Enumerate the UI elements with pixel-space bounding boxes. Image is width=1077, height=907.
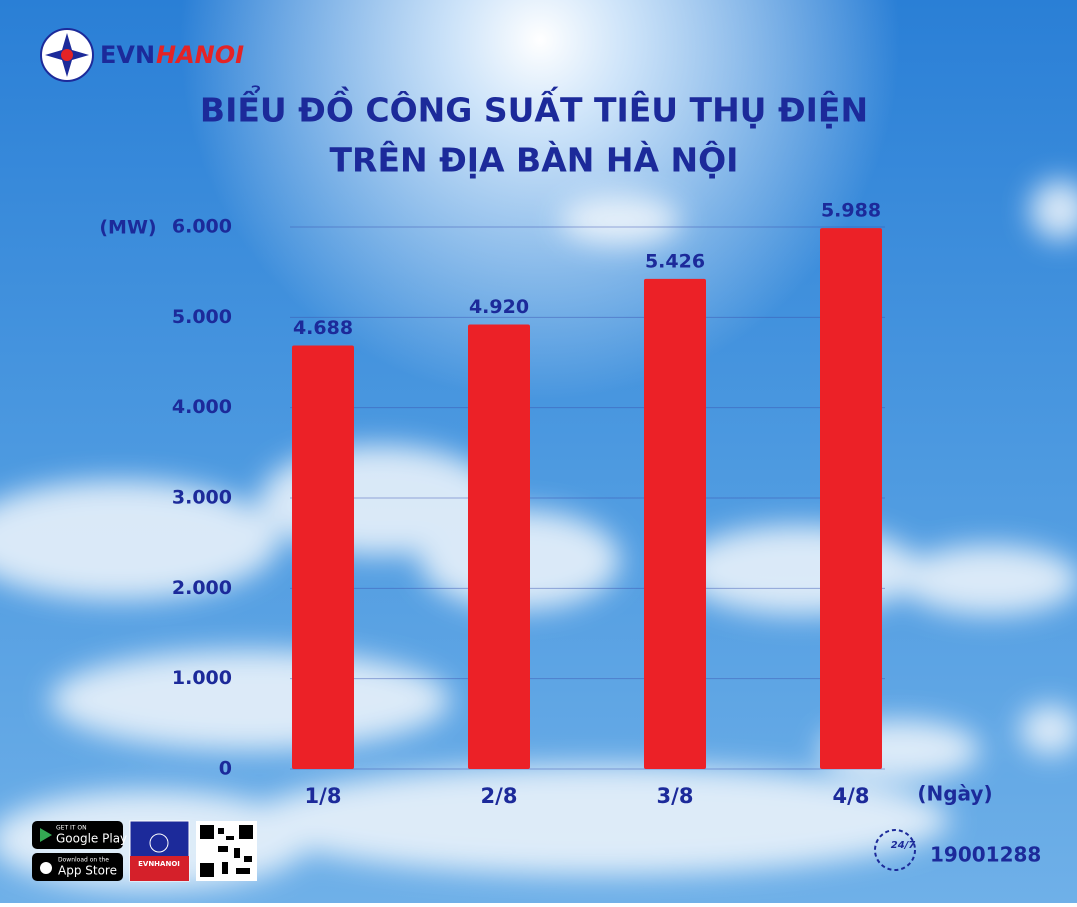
apple-small: Download on the xyxy=(58,857,109,864)
value-label: 4.688 xyxy=(293,317,353,339)
value-label: 5.426 xyxy=(645,250,705,272)
app-icon-band xyxy=(130,856,189,881)
y-tick-label: 2.000 xyxy=(172,577,232,599)
hotline: 19001288 xyxy=(930,843,1041,867)
x-tick-label: 3/8 xyxy=(657,784,694,808)
x-tick-label: 4/8 xyxy=(833,784,870,808)
app-store-badge[interactable] xyxy=(32,853,123,881)
value-label: 4.920 xyxy=(469,296,529,318)
google-text: Google Play xyxy=(56,832,127,846)
y-tick-label: 6.000 xyxy=(172,216,232,238)
logo-evn: EVN xyxy=(100,41,155,69)
chart-title: BIỂU ĐỒ CÔNG SUẤT TIÊU THỤ ĐIỆN xyxy=(200,85,868,130)
hotline-icon xyxy=(874,829,916,871)
y-tick-label: 0 xyxy=(219,758,232,780)
x-tick-label: 1/8 xyxy=(305,784,342,808)
y-tick-label: 4.000 xyxy=(172,396,232,418)
y-tick-label: 1.000 xyxy=(172,667,232,689)
x-axis-label: (Ngày) xyxy=(917,782,992,806)
qr-pattern xyxy=(200,825,253,877)
logo-hanoi: HANOI xyxy=(156,41,244,69)
x-tick-label: 2/8 xyxy=(481,784,518,808)
chart-title: TRÊN ĐỊA BÀN HÀ NỘI xyxy=(330,140,739,180)
value-label: 5.988 xyxy=(821,200,881,222)
hotline-badge: 24/7 xyxy=(891,840,916,851)
bar xyxy=(468,324,530,769)
y-axis-label: (MW) xyxy=(99,217,156,239)
bar xyxy=(820,228,882,770)
google-play-badge[interactable] xyxy=(32,821,123,849)
google-small: GET IT ON xyxy=(56,825,87,832)
bar xyxy=(292,345,354,769)
google-icon xyxy=(40,828,52,842)
y-tick-label: 3.000 xyxy=(172,487,232,509)
y-tick-label: 5.000 xyxy=(172,306,232,328)
app-icon-text: EVNHANOI xyxy=(138,860,180,868)
apple-text: App Store xyxy=(58,864,117,878)
logo-dot xyxy=(61,49,73,61)
apple-icon xyxy=(40,862,52,874)
bar xyxy=(644,278,706,769)
app-icon-logo xyxy=(149,833,169,853)
